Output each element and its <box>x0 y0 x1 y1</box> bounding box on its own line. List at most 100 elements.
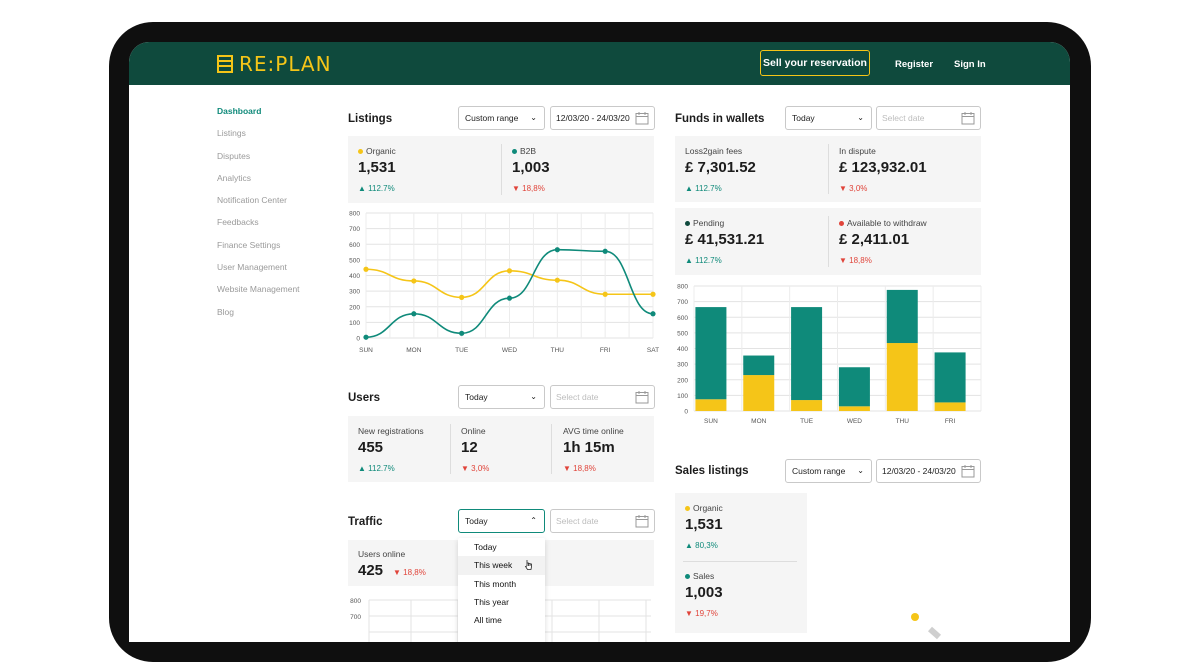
b2b-change: 18,8% <box>522 184 545 193</box>
y-tick-label: 800 <box>349 211 360 218</box>
y-tick-label: 100 <box>349 320 360 327</box>
chart-segment <box>928 626 941 640</box>
users-online-stat: Users online 425 ▼ 18,8% <box>358 549 426 579</box>
sales-date-field[interactable]: 12/03/20 - 24/03/20 <box>876 459 981 483</box>
data-point <box>506 295 513 301</box>
bar-segment <box>695 399 727 411</box>
sales-organic-change: 80,3% <box>695 541 718 550</box>
sell-reservation-button[interactable]: Sell your reservation <box>760 50 870 76</box>
sidebar-item-disputes[interactable]: Disputes <box>217 150 251 161</box>
traffic-title: Traffic <box>348 516 383 528</box>
dropdown-option-this-year[interactable]: This year <box>474 597 509 608</box>
new-registrations-label: New registrations <box>358 426 424 436</box>
listings-line-chart: 0 100 200 300 400 500 600 700 800 SUN MON TUE WED THU… <box>349 211 659 355</box>
listings-range-value: Custom range <box>465 113 519 123</box>
register-link[interactable]: Register <box>895 59 934 70</box>
data-point <box>363 334 369 340</box>
users-date-placeholder: Select date <box>556 392 599 402</box>
bar-segment <box>886 289 918 344</box>
listings-stats-card: Organic 1,531 ▲ 112.7% B2B 1,003 ▼ 18,8% <box>348 136 654 203</box>
funds-date-field[interactable]: Select date <box>876 106 981 130</box>
fees-value: £ 7,301.52 <box>685 159 756 176</box>
pending-label: Pending <box>693 218 725 228</box>
calendar-icon <box>961 465 975 478</box>
traffic-range-dropdown: Today This week This month This year All… <box>458 538 545 642</box>
users-range-select[interactable]: Today ⌄ <box>458 385 545 409</box>
sidebar-item-feedbacks[interactable]: Feedbacks <box>217 217 259 228</box>
organic-label: Organic <box>366 146 396 156</box>
bar-segment <box>886 343 918 411</box>
sales-range-value: Custom range <box>792 466 846 476</box>
new-registrations-value: 455 <box>358 439 384 456</box>
sales-range-select[interactable]: Custom range ⌄ <box>785 459 872 483</box>
sidebar-item-notification-center[interactable]: Notification Center <box>217 195 287 206</box>
pending-stat: Pending £ 41,531.21 ▲ 112.7% <box>685 218 764 265</box>
sales-dot <box>685 574 690 580</box>
avg-time-stat: AVG time online 1h 15m ▼ 18,8% <box>563 426 624 473</box>
funds-range-value: Today <box>792 113 815 123</box>
pending-value: £ 41,531.21 <box>685 231 765 248</box>
bar-segment <box>743 355 775 376</box>
b2b-dot <box>512 149 517 155</box>
arrow-up-icon: ▲ <box>358 184 369 193</box>
divider <box>828 144 829 194</box>
online-change: 3,0% <box>471 464 490 473</box>
bar-segment <box>934 402 966 411</box>
sidebar-item-finance-settings[interactable]: Finance Settings <box>217 239 281 250</box>
divider <box>450 424 451 474</box>
sales-organic-label: Organic <box>693 503 723 513</box>
sidebar-item-analytics[interactable]: Analytics <box>217 172 252 183</box>
calendar-icon <box>635 515 649 528</box>
traffic-date-field[interactable]: Select date <box>550 509 655 533</box>
withdraw-change: 18,8% <box>849 256 872 265</box>
chevron-down-icon: ⌄ <box>857 466 864 475</box>
data-point <box>363 266 369 272</box>
organic-stat: Organic 1,531 ▲ 112.7% <box>358 146 396 193</box>
dropdown-option-this-month[interactable]: This month <box>474 578 517 589</box>
sales-sales-value: 1,003 <box>685 584 723 601</box>
fees-change: 112.7% <box>695 184 722 193</box>
y-tick-label: 400 <box>677 346 688 353</box>
top-navbar: RE:PLAN Sell your reservation Register S… <box>129 42 1070 85</box>
x-tick-label: MON <box>751 418 766 425</box>
bar-segment <box>743 375 775 411</box>
sidebar-item-dashboard[interactable]: Dashboard <box>217 106 262 116</box>
calendar-icon <box>635 112 649 125</box>
x-tick-label: TUE <box>455 347 469 354</box>
funds-pending-card: Pending £ 41,531.21 ▲ 112.7% Available t… <box>675 208 981 275</box>
hand-cursor-icon <box>525 560 533 571</box>
listings-range-select[interactable]: Custom range ⌄ <box>458 106 545 130</box>
b2b-value: 1,003 <box>512 159 550 176</box>
listings-date-field[interactable]: 12/03/20 - 24/03/20 <box>550 106 655 130</box>
pending-dot <box>685 221 690 227</box>
funds-range-select[interactable]: Today ⌄ <box>785 106 872 130</box>
organic-value: 1,531 <box>358 159 396 176</box>
organic-change: 112.7% <box>368 184 395 193</box>
avg-time-label: AVG time online <box>563 426 624 436</box>
pending-change: 112.7% <box>695 256 722 265</box>
dropdown-option-this-week[interactable]: This week <box>458 556 545 575</box>
calendar-icon <box>961 112 975 125</box>
organic-dot <box>358 149 363 155</box>
sidebar-item-website-management[interactable]: Website Management <box>217 284 300 295</box>
sidebar-item-user-management[interactable]: User Management <box>217 262 287 273</box>
online-stat: Online 12 ▼ 3,0% <box>461 426 489 473</box>
dropdown-option-all-time[interactable]: All time <box>474 615 502 626</box>
sidebar-item-blog[interactable]: Blog <box>217 306 235 317</box>
withdraw-stat: Available to withdraw £ 2,411.01 ▼ 18,8% <box>839 218 927 265</box>
y-tick-label: 300 <box>677 362 688 369</box>
dropdown-option-today[interactable]: Today <box>474 542 497 553</box>
users-date-field[interactable]: Select date <box>550 385 655 409</box>
y-tick-label: 400 <box>349 273 360 280</box>
sidebar-item-listings[interactable]: Listings <box>217 128 246 139</box>
withdraw-dot <box>839 221 844 227</box>
logo[interactable]: RE:PLAN <box>217 52 332 76</box>
arrow-down-icon: ▼ <box>461 464 472 473</box>
chart-point <box>911 613 919 621</box>
y-tick-label: 500 <box>349 257 360 264</box>
arrow-up-icon: ▲ <box>358 464 369 473</box>
arrow-up-icon: ▲ <box>685 256 696 265</box>
sign-in-link[interactable]: Sign In <box>954 59 986 70</box>
traffic-range-select[interactable]: Today ⌃ <box>458 509 545 533</box>
data-point <box>554 277 560 283</box>
